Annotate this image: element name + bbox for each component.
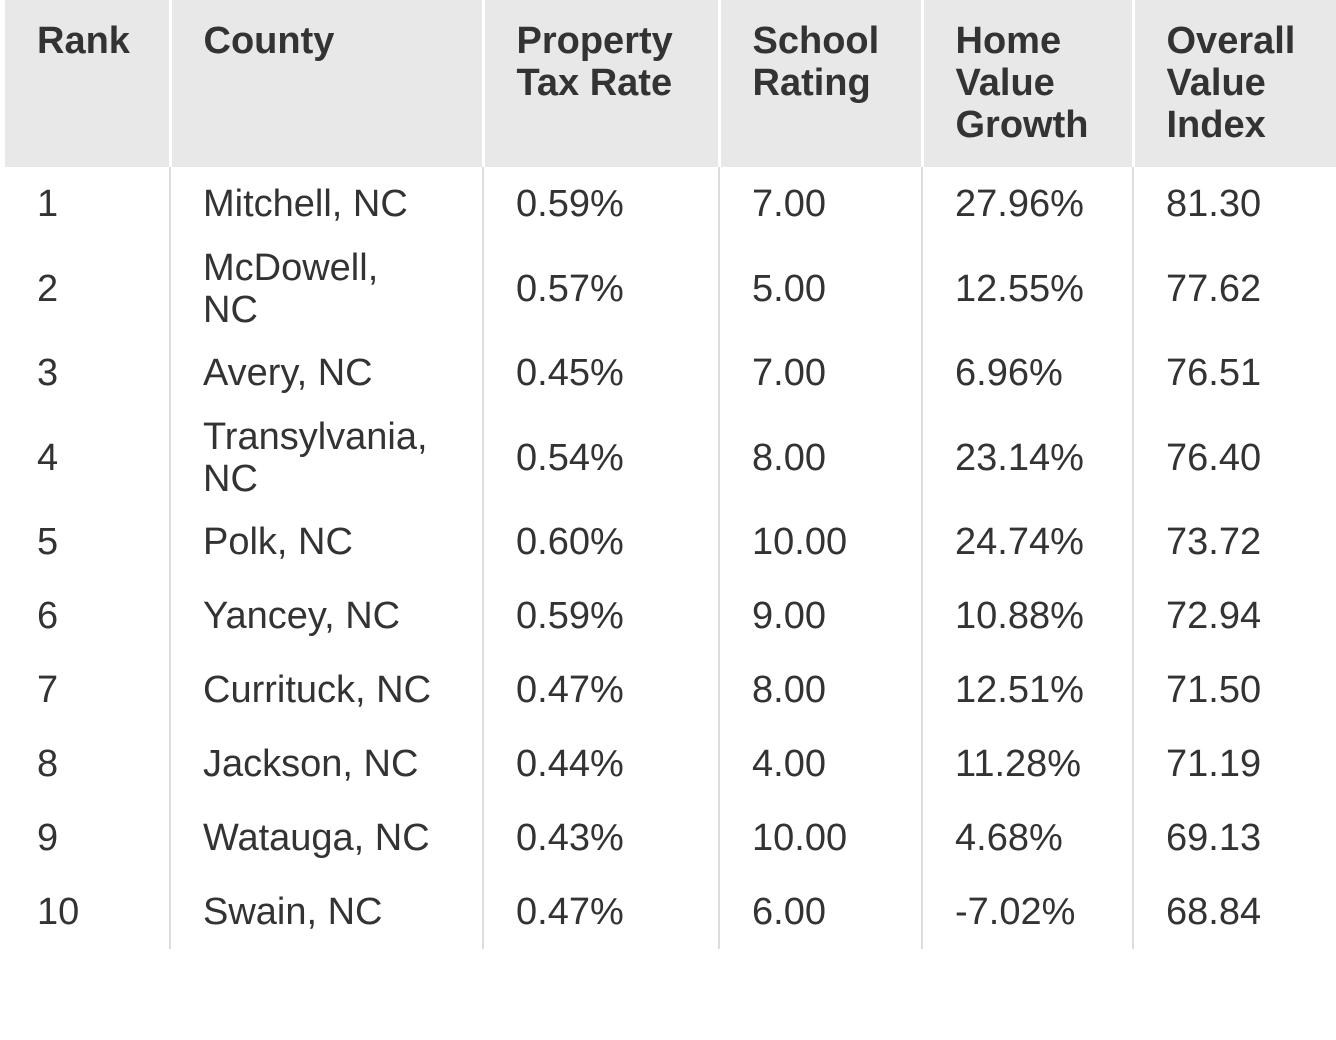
table-row: 2 McDowell, NC 0.57% 5.00 12.55% 77.62: [5, 241, 1336, 336]
table-cell: 5.00: [719, 241, 923, 336]
table-cell: 71.50: [1166, 669, 1262, 711]
table-cell: 10.00: [719, 505, 923, 579]
county-name: Currituck, NC: [203, 669, 432, 711]
county-name: Watauga, NC: [203, 817, 430, 859]
table-cell: 0.59%: [483, 579, 720, 653]
table-cell: Swain, NC: [170, 875, 484, 949]
table-cell: McDowell, NC: [170, 241, 484, 336]
county-name: Yancey, NC: [203, 595, 401, 637]
table-cell: 6.00: [719, 875, 923, 949]
table-cell: 77.62: [1166, 267, 1262, 310]
table-cell: 4.68%: [922, 801, 1134, 875]
table-cell: 8.00: [719, 410, 923, 505]
table-cell: 1: [5, 167, 171, 241]
table-cell: Yancey, NC: [170, 579, 484, 653]
table-cell: 8: [5, 727, 171, 801]
table-cell: 3: [5, 336, 171, 410]
table-cell: Jackson, NC: [170, 727, 484, 801]
table-cell: 0.44%: [483, 727, 720, 801]
table-cell: Polk, NC: [170, 505, 484, 579]
table-cell: 0.43%: [483, 801, 720, 875]
table-cell: 6.96%: [922, 336, 1134, 410]
table-cell: 73.72: [1166, 521, 1262, 563]
table-row: 3 Avery, NC 0.45% 7.00 6.96% 76.51: [5, 336, 1336, 410]
table-cell: 0.47%: [483, 875, 720, 949]
table-cell: 0.60%: [483, 505, 720, 579]
county-name: Polk, NC: [203, 521, 353, 563]
table-cell: Mitchell, NC: [170, 167, 484, 241]
column-header: County: [170, 0, 485, 167]
county-name: Mitchell, NC: [203, 183, 408, 225]
table-cell: 7.00: [719, 336, 923, 410]
table-cell: 4: [5, 410, 171, 505]
county-name: Swain, NC: [203, 891, 383, 933]
table-cell: 72.94: [1166, 595, 1262, 637]
table-cell: 12.51%: [922, 653, 1134, 727]
table-cell: 23.14%: [922, 410, 1134, 505]
table-row: 8 Jackson, NC 0.44% 4.00 11.28% 71.19: [5, 727, 1336, 801]
table-row: 7 Currituck, NC 0.47% 8.00 12.51% 71.50: [5, 653, 1336, 727]
ranking-table: Rank County Property Tax Rate School Rating…: [5, 0, 1336, 949]
table-cell: 69.13: [1166, 817, 1262, 859]
county-name: McDowell, NC: [203, 246, 379, 331]
county-name: Transylvania, NC: [203, 415, 428, 500]
table-cell: 10.88%: [922, 579, 1134, 653]
column-header: School Rating: [719, 0, 924, 167]
table-cell: 24.74%: [922, 505, 1134, 579]
county-name: Avery, NC: [203, 352, 373, 394]
table-cell: 6: [5, 579, 171, 653]
table-cell: 81.30: [1166, 183, 1262, 225]
table-cell: 71.19: [1166, 743, 1262, 785]
column-header: Home Value Growth: [922, 0, 1135, 167]
table-cell: Currituck, NC: [170, 653, 484, 727]
table-cell: 0.45%: [483, 336, 720, 410]
table-cell: 0.54%: [483, 410, 720, 505]
header-row: Rank County Property Tax Rate School Rating…: [5, 0, 1336, 167]
table-row: 10 Swain, NC 0.47% 6.00 -7.02% 68.84: [5, 875, 1336, 949]
table-row: 1 Mitchell, NC 0.59% 7.00 27.96% 81.30: [5, 167, 1336, 241]
table-cell: 12.55%: [922, 241, 1134, 336]
table-cell: 11.28%: [922, 727, 1134, 801]
table-cell: -7.02%: [922, 875, 1134, 949]
table-cell: 76.51: [1166, 352, 1262, 394]
table-cell: 0.59%: [483, 167, 720, 241]
table-header: Rank County Property Tax Rate School Rating…: [5, 0, 1336, 167]
table-cell: 4.00: [719, 727, 923, 801]
county-name: Jackson, NC: [203, 743, 419, 785]
table-cell: Avery, NC: [170, 336, 484, 410]
column-header: Property Tax Rate: [483, 0, 721, 167]
table-cell: 7: [5, 653, 171, 727]
table-row: 6 Yancey, NC 0.59% 9.00 10.88% 72.94: [5, 579, 1336, 653]
table-cell: 8.00: [719, 653, 923, 727]
table-row: 5 Polk, NC 0.60% 10.00 24.74% 73.72: [5, 505, 1336, 579]
table-row: 4 Transylvania, NC 0.54% 8.00 23.14% 76.40: [5, 410, 1336, 505]
table-cell: 27.96%: [922, 167, 1134, 241]
table-row: 9 Watauga, NC 0.43% 10.00 4.68% 69.13: [5, 801, 1336, 875]
table-cell: 9.00: [719, 579, 923, 653]
column-header: Rank: [5, 0, 172, 167]
table-cell: 2: [5, 241, 171, 336]
table-cell: Transylvania, NC: [170, 410, 484, 505]
table-cell: 76.40: [1166, 436, 1262, 479]
table-cell: 68.84: [1166, 891, 1262, 933]
table-cell: 9: [5, 801, 171, 875]
table-cell: 0.57%: [483, 241, 720, 336]
table-cell: Watauga, NC: [170, 801, 484, 875]
table-cell: 0.47%: [483, 653, 720, 727]
table-cell: 10.00: [719, 801, 923, 875]
table-body: 1 Mitchell, NC 0.59% 7.00 27.96% 81.30 2 McDowe…: [5, 167, 1336, 949]
table-cell: 10: [5, 875, 171, 949]
table-cell: 7.00: [719, 167, 923, 241]
column-header: Overall Value Index: [1133, 0, 1336, 167]
table-cell: 5: [5, 505, 171, 579]
